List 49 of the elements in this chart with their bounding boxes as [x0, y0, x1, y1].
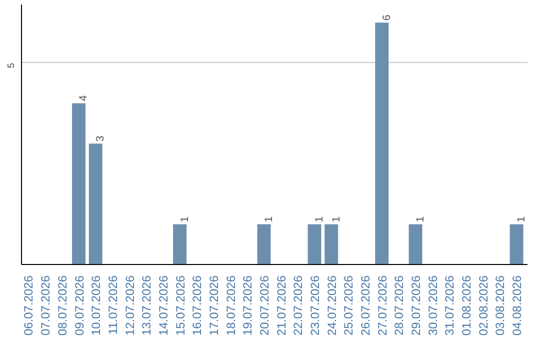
x-tick-label: 27.07.2026 [375, 275, 390, 336]
x-tick-label: 31.07.2026 [442, 275, 457, 336]
x-tick-label: 16.07.2026 [190, 275, 204, 336]
x-tick-label: 29.07.2026 [409, 275, 424, 336]
bar [408, 224, 422, 264]
x-tick-label: 04.08.2026 [510, 275, 524, 336]
x-tick-label: 15.07.2026 [173, 275, 188, 336]
x-tick-label: 21.07.2026 [274, 275, 288, 336]
x-tick-label: 25.07.2026 [342, 275, 356, 336]
x-tick-label: 14.07.2026 [156, 275, 170, 336]
bar [375, 22, 389, 264]
bar [72, 103, 86, 264]
data-label: 1 [516, 216, 528, 222]
y-tick-label: 5 [6, 62, 16, 68]
x-tick-label: 30.07.2026 [426, 275, 440, 336]
data-label: 1 [313, 216, 326, 222]
x-tick-label: 12.07.2026 [122, 275, 137, 336]
x-tick-label: 08.07.2026 [55, 275, 70, 336]
x-tick-label: 09.07.2026 [72, 275, 86, 336]
bar [510, 224, 524, 264]
x-tick-label: 28.07.2026 [392, 275, 406, 336]
data-label: 1 [330, 216, 342, 222]
bar [308, 224, 322, 264]
x-tick-label: 13.07.2026 [140, 275, 154, 336]
x-tick-label: 01.08.2026 [460, 275, 474, 336]
x-tick-label: 17.07.2026 [206, 275, 221, 336]
data-label: 3 [94, 136, 107, 142]
bar [173, 224, 187, 264]
x-tick-label: 06.07.2026 [22, 275, 36, 336]
x-tick-label: 24.07.2026 [324, 275, 339, 336]
bar [88, 144, 102, 264]
x-tick-label: 11.07.2026 [106, 275, 120, 335]
bar [257, 224, 271, 264]
x-tick-label: 22.07.2026 [291, 275, 306, 336]
x-tick-label: 19.07.2026 [240, 275, 255, 336]
data-label: 1 [414, 216, 427, 222]
data-label: 1 [262, 216, 275, 222]
x-tick-label: 20.07.2026 [257, 275, 272, 336]
x-tick-label: 26.07.2026 [358, 275, 373, 336]
x-tick-label: 23.07.2026 [308, 275, 322, 336]
x-tick-label: 18.07.2026 [224, 275, 238, 336]
data-label: 1 [178, 216, 191, 222]
x-tick-label: 02.08.2026 [476, 275, 490, 336]
x-tick-label: 10.07.2026 [89, 275, 104, 336]
bar [324, 224, 338, 264]
x-tick-label: 07.07.2026 [38, 275, 53, 336]
data-label: 4 [78, 95, 90, 102]
x-tick-label: 03.08.2026 [493, 275, 508, 336]
data-label: 6 [380, 14, 393, 21]
